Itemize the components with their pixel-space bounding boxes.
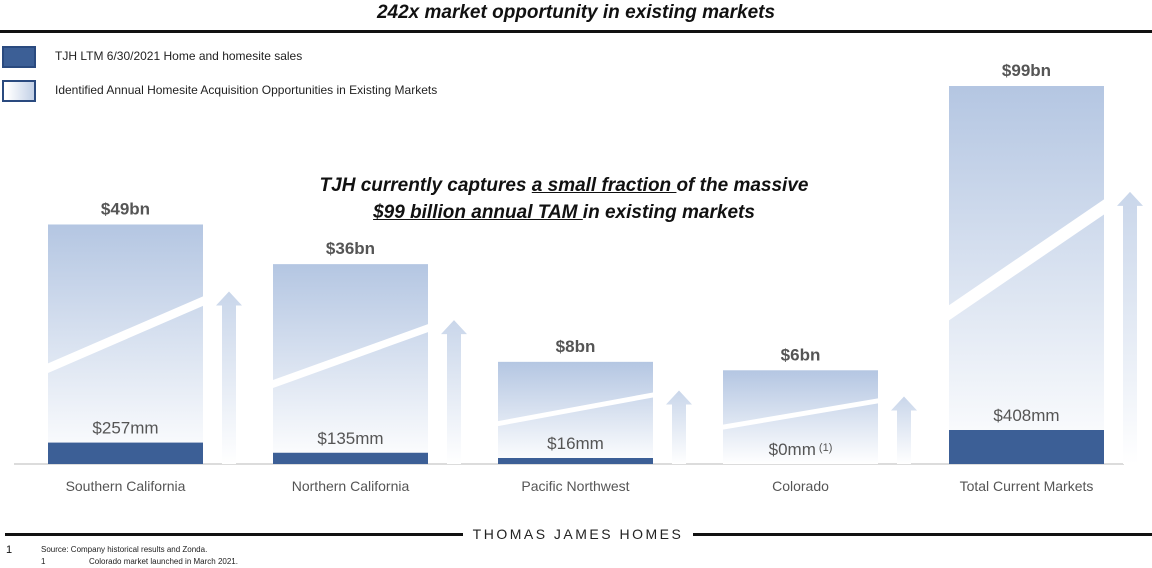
footnote-1-marker: 1 bbox=[41, 557, 46, 566]
sales-value-label: $135mm bbox=[317, 429, 383, 448]
category-label: Northern California bbox=[292, 478, 410, 494]
footer-divider-left bbox=[5, 533, 463, 536]
sales-bar bbox=[949, 430, 1104, 464]
growth-arrow bbox=[216, 291, 242, 464]
category-label: Colorado bbox=[772, 478, 829, 494]
opportunity-value-label: $6bn bbox=[781, 345, 821, 364]
opportunity-value-label: $99bn bbox=[1002, 61, 1051, 80]
footer-divider-right bbox=[693, 533, 1152, 536]
sales-bar bbox=[498, 458, 653, 464]
title-divider bbox=[0, 30, 1152, 33]
scale-break-stripe bbox=[723, 398, 878, 430]
growth-arrow bbox=[891, 396, 917, 464]
opportunity-value-label: $36bn bbox=[326, 239, 375, 258]
page-number: 1 bbox=[6, 544, 13, 556]
sales-bar bbox=[273, 452, 428, 464]
slide-title: 242x market opportunity in existing mark… bbox=[376, 2, 776, 23]
footnote-1: 1 Colorado market launched in March 2021. bbox=[41, 556, 238, 568]
opportunity-value-label: $49bn bbox=[101, 199, 150, 218]
opportunity-bar bbox=[723, 370, 878, 464]
scale-break-stripe bbox=[273, 324, 428, 389]
growth-arrow bbox=[441, 320, 467, 464]
legend-label-sales: TJH LTM 6/30/2021 Home and homesite sale… bbox=[55, 49, 303, 63]
callout-line2-post: in existing markets bbox=[582, 202, 755, 223]
source-note: Source: Company historical results and Z… bbox=[41, 545, 208, 554]
category-label: Southern California bbox=[66, 478, 186, 494]
growth-arrow bbox=[1117, 191, 1143, 464]
footer-brand-name: THOMAS JAMES HOMES bbox=[472, 526, 684, 542]
callout-line1-underline: a small fraction bbox=[531, 175, 677, 196]
legend-label-opportunities: Identified Annual Homesite Acquisition O… bbox=[55, 83, 438, 97]
scale-break-stripe bbox=[498, 392, 653, 427]
sales-value-label: $408mm bbox=[993, 406, 1059, 425]
opportunity-bar bbox=[498, 361, 653, 464]
sales-bar bbox=[48, 442, 203, 464]
opportunity-bar bbox=[273, 264, 428, 464]
category-label: Total Current Markets bbox=[960, 478, 1094, 494]
category-label: Pacific Northwest bbox=[521, 478, 629, 494]
callout-text: TJH currently captures a small fraction … bbox=[300, 172, 828, 226]
opportunity-bar bbox=[48, 224, 203, 464]
scale-break-stripe bbox=[949, 199, 1104, 321]
opportunity-bar bbox=[949, 86, 1104, 464]
legend-swatch-solid bbox=[2, 46, 36, 68]
callout-line1-post: of the massive bbox=[676, 175, 809, 196]
opportunity-value-label: $8bn bbox=[556, 337, 596, 356]
scale-break-stripe bbox=[48, 296, 203, 373]
footnote-marker: (1) bbox=[816, 442, 833, 454]
footnote-1-text: Colorado market launched in March 2021. bbox=[89, 557, 238, 566]
callout-line2-underline: $99 billion annual TAM bbox=[373, 202, 583, 223]
legend-swatch-gradient bbox=[2, 80, 36, 102]
footnotes: Source: Company historical results and Z… bbox=[41, 544, 238, 568]
growth-arrow bbox=[666, 390, 692, 464]
sales-value-label: $16mm bbox=[547, 434, 604, 453]
callout-line1-pre: TJH currently captures bbox=[319, 175, 532, 196]
sales-value-label: $257mm bbox=[92, 419, 158, 438]
